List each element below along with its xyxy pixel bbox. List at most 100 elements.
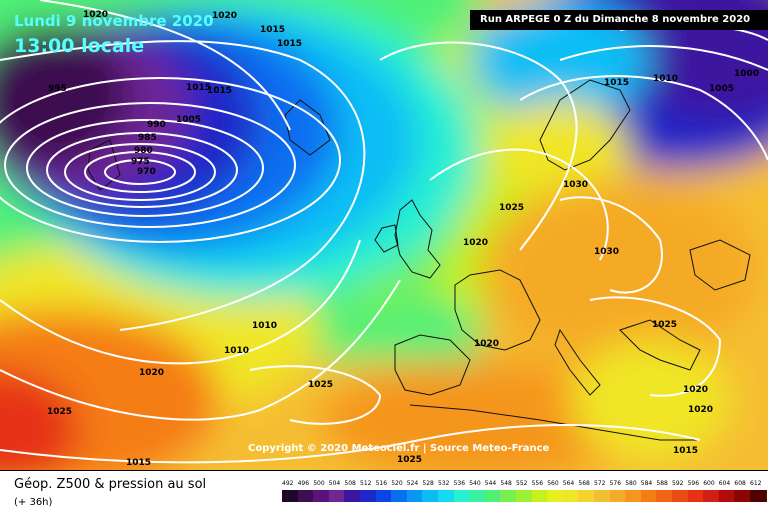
legend-swatch: [547, 490, 564, 502]
isobar-label: 990: [147, 120, 166, 130]
legend-swatch: [313, 490, 330, 502]
legend-swatch: [282, 490, 299, 502]
isobar-label: 980: [134, 146, 153, 156]
legend-value: 492: [282, 480, 294, 487]
isobar-label: 1020: [139, 368, 164, 378]
legend-swatch: [672, 490, 689, 502]
legend-swatch: [578, 490, 595, 502]
legend-swatch: [718, 490, 736, 502]
legend-value: 556: [531, 480, 544, 487]
legend-value: 532: [438, 480, 450, 487]
legend-value: 564: [562, 480, 575, 487]
legend-value: 536: [453, 480, 466, 487]
isobar-label: 1030: [594, 247, 619, 257]
isobar-label: 985: [138, 133, 157, 143]
legend-value: 568: [578, 480, 590, 487]
legend-value: 576: [609, 480, 622, 487]
legend-value: 552: [516, 480, 528, 487]
legend-value: 560: [547, 480, 559, 487]
isobar-label: 975: [131, 157, 150, 167]
legend-swatch: [594, 490, 611, 502]
legend-swatch: [734, 490, 751, 502]
legend-swatch: [422, 490, 439, 502]
isobar-label: 1015: [207, 86, 232, 96]
coastlines: [87, 79, 751, 441]
legend-value: 600: [703, 480, 715, 487]
isobar-label: 1005: [709, 84, 734, 94]
legend-value: 612: [750, 480, 762, 487]
legend-value: 520: [391, 480, 403, 487]
legend-swatch: [469, 490, 486, 502]
copyright-notice: Copyright © 2020 Meteociel.fr | Source M…: [248, 443, 550, 454]
isobar-label: 1025: [397, 455, 422, 465]
legend-swatch: [609, 490, 627, 502]
legend-value: 504: [328, 480, 341, 487]
legend-swatch: [500, 490, 517, 502]
isobar-label: 1010: [224, 346, 249, 356]
legend-swatch: [438, 490, 455, 502]
isobar-label: 1030: [563, 180, 588, 190]
isobar-label: 1020: [683, 385, 708, 395]
lead-time: (+ 36h): [14, 497, 53, 508]
forecast-time: 13:00 locale: [14, 35, 145, 57]
legend-value: 548: [500, 480, 512, 487]
legend-swatch: [640, 490, 658, 502]
isobar-label: 1020: [212, 11, 237, 21]
legend-value: 544: [484, 480, 497, 487]
legend-value: 584: [640, 480, 653, 487]
legend-swatch: [562, 490, 580, 502]
legend-value: 588: [656, 480, 668, 487]
isobar-label: 1025: [499, 203, 524, 213]
legend-value: 608: [734, 480, 746, 487]
legend-value: 500: [313, 480, 325, 487]
legend-swatch: [750, 490, 767, 502]
isobar-label: 1010: [653, 74, 678, 84]
legend-value: 524: [406, 480, 419, 487]
legend-swatch: [453, 490, 471, 502]
legend-value: 592: [672, 480, 684, 487]
legend-swatch: [703, 490, 720, 502]
legend-swatch: [687, 490, 705, 502]
isobar-label: 1005: [176, 115, 201, 125]
isobar-label: 1000: [734, 69, 759, 79]
forecast-date: Lundi 9 novembre 2020: [14, 12, 214, 30]
isobar-label: 1025: [308, 380, 333, 390]
isobar-label: 1015: [186, 83, 211, 93]
isobar-label: 1020: [463, 238, 488, 248]
pressure-map: 1020 1015 1015 995 1020 1015 1015 990 10…: [0, 0, 768, 470]
isobar-label: 1020: [688, 405, 713, 415]
isobar-label: 1020: [83, 10, 108, 20]
legend-swatch: [406, 490, 424, 502]
legend-value: 528: [422, 480, 434, 487]
isobar-label: 1020: [474, 339, 499, 349]
legend-swatch: [516, 490, 533, 502]
legend-swatch: [391, 490, 408, 502]
legend-value: 496: [297, 480, 310, 487]
legend-value: 580: [625, 480, 637, 487]
isobar-label: 970: [137, 167, 156, 177]
legend-swatch: [656, 490, 673, 502]
isobars: [0, 0, 768, 462]
legend-value: 508: [344, 480, 356, 487]
isobar-label: 1015: [604, 78, 629, 88]
isobar-label: 1015: [260, 25, 285, 35]
legend-swatch: [375, 490, 393, 502]
legend-swatch: [344, 490, 361, 502]
isobar-label: 1025: [652, 320, 677, 330]
legend-swatch: [484, 490, 502, 502]
legend-value: 512: [360, 480, 372, 487]
caption-bar: Géop. Z500 & pression au sol (+ 36h) 492…: [0, 470, 768, 512]
legend-swatch: [360, 490, 377, 502]
legend-value: 604: [718, 480, 731, 487]
legend-swatch: [328, 490, 346, 502]
isobar-label: 1015: [673, 446, 698, 456]
pressure-labels: 1020 1015 1015 995 1020 1015 1015 990 10…: [47, 10, 759, 468]
isobar-label: 1015: [277, 39, 302, 49]
legend-value: 540: [469, 480, 481, 487]
isobar-label: 1025: [47, 407, 72, 417]
legend-swatch: [297, 490, 315, 502]
isobar-label: 1010: [252, 321, 277, 331]
legend-swatch: [625, 490, 642, 502]
isobar-label: 1015: [126, 458, 151, 468]
